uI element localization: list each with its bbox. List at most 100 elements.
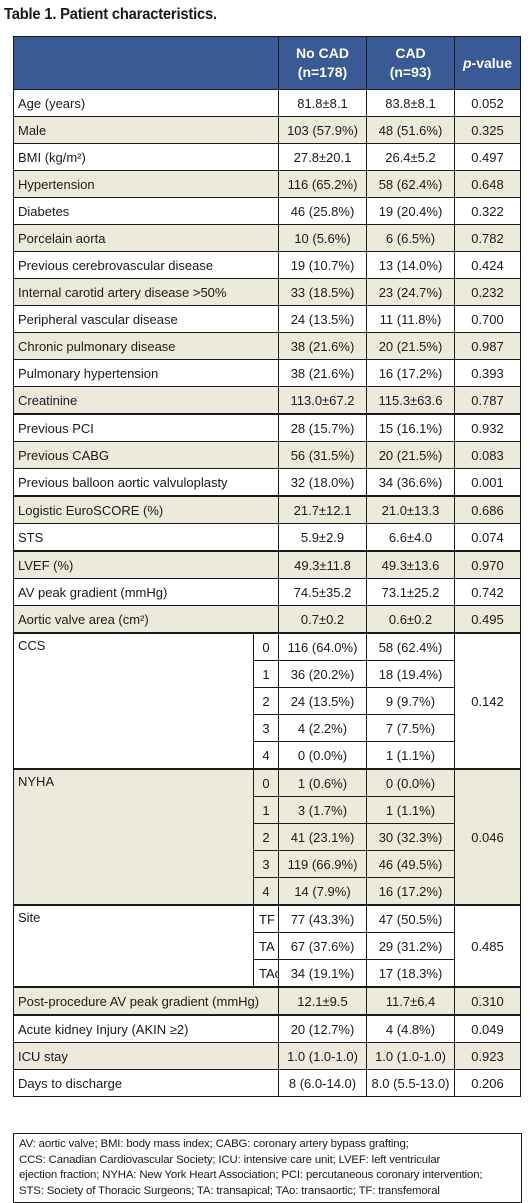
- table-row: Days to discharge 8 (6.0-14.0) 8.0 (5.5-13…: [13, 1069, 521, 1097]
- cad-value: 115.3±63.6: [366, 386, 455, 415]
- subgroup-key: 0: [253, 632, 279, 661]
- row-label: Previous PCI: [13, 413, 279, 442]
- no-cad-value: 27.8±20.1: [278, 143, 367, 171]
- table-row: Hypertension 116 (65.2%) 58 (62.4%) 0.648: [13, 170, 521, 198]
- header-no-cad: No CAD (n=178): [278, 36, 367, 90]
- row-label: Pulmonary hypertension: [13, 359, 279, 387]
- cad-value: 29 (31.2%): [366, 932, 455, 960]
- table-row: Diabetes 46 (25.8%) 19 (20.4%) 0.322: [13, 197, 521, 225]
- cad-value: 18 (19.4%): [366, 660, 455, 688]
- no-cad-value: 116 (64.0%): [278, 632, 367, 661]
- header-no-cad-label: No CAD: [296, 45, 349, 61]
- no-cad-value: 49.3±11.8: [278, 550, 367, 579]
- row-label: AV peak gradient (mmHg): [13, 578, 279, 606]
- cad-value: 1 (1.1%): [366, 796, 455, 824]
- table-row: Age (years) 81.8±8.1 83.8±8.1 0.052: [13, 89, 521, 117]
- no-cad-value: 5.9±2.9: [278, 523, 367, 552]
- no-cad-value: 113.0±67.2: [278, 386, 367, 415]
- table-row: 1 36 (20.2%) 18 (19.4%): [14, 660, 521, 688]
- no-cad-value: 3 (1.7%): [278, 796, 367, 824]
- no-cad-value: 33 (18.5%): [278, 278, 367, 306]
- p-value: 0.393: [454, 359, 521, 387]
- no-cad-value: 119 (66.9%): [278, 850, 367, 878]
- row-label: Chronic pulmonary disease: [13, 332, 279, 360]
- p-value: 0.074: [454, 523, 521, 552]
- table-row: Creatinine 113.0±67.2 115.3±63.6 0.787: [13, 386, 521, 415]
- table-row: Pulmonary hypertension 38 (21.6%) 16 (17.2…: [13, 359, 521, 387]
- p-value: 0.424: [454, 251, 521, 279]
- cad-value: 21.0±13.3: [366, 495, 455, 524]
- table-row: Peripheral vascular disease 24 (13.5%) 11 …: [13, 305, 521, 333]
- p-value: 0.325: [454, 116, 521, 144]
- p-value: 0.322: [454, 197, 521, 225]
- table-title: Table 1. Patient characteristics.: [4, 6, 217, 23]
- p-value: 0.987: [454, 332, 521, 360]
- row-label: Previous balloon aortic valvuloplasty: [13, 468, 279, 497]
- row-label: Previous CABG: [13, 441, 279, 469]
- table-row: TA 67 (37.6%) 29 (31.2%): [14, 932, 521, 960]
- p-value: 0.970: [454, 550, 521, 579]
- table-row: 2 24 (13.5%) 9 (9.7%): [14, 687, 521, 715]
- row-label: Aortic valve area (cm²): [13, 605, 279, 634]
- subgroup-key: 2: [253, 687, 279, 715]
- cad-value: 23 (24.7%): [366, 278, 455, 306]
- table-row: Acute kidney Injury (AKIN ≥2) 20 (12.7%) 4…: [13, 1014, 521, 1043]
- row-label: Acute kidney Injury (AKIN ≥2): [13, 1014, 279, 1043]
- table-row: 2 41 (23.1%) 30 (32.3%): [14, 823, 521, 851]
- cad-value: 34 (36.6%): [366, 468, 455, 497]
- table-row: NYHA 0 1 (0.6%) 0 (0.0%) 0.046: [13, 768, 521, 906]
- p-value: 0.686: [454, 495, 521, 524]
- header-cad: CAD (n=93): [366, 36, 455, 90]
- cad-value: 11.7±6.4: [366, 986, 455, 1016]
- table-row: BMI (kg/m²) 27.8±20.1 26.4±5.2 0.497: [13, 143, 521, 171]
- group-label: Site: [13, 904, 254, 988]
- header-blank-cell: [13, 36, 279, 90]
- no-cad-value: 36 (20.2%): [278, 660, 367, 688]
- row-label: Porcelain aorta: [13, 224, 279, 252]
- cad-value: 30 (32.3%): [366, 823, 455, 851]
- header-p-italic: p: [462, 54, 472, 71]
- cad-value: 1.0 (1.0-1.0): [366, 1042, 455, 1070]
- no-cad-value: 24 (13.5%): [278, 305, 367, 333]
- p-value: 0.046: [454, 768, 521, 906]
- row-label: Logistic EuroSCORE (%): [13, 495, 279, 524]
- table-row: STS 5.9±2.9 6.6±4.0 0.074: [13, 523, 521, 552]
- cad-value: 8.0 (5.5-13.0): [366, 1069, 455, 1097]
- subgroup-key: 2: [253, 823, 279, 851]
- cad-value: 48 (51.6%): [366, 116, 455, 144]
- cad-value: 73.1±25.2: [366, 578, 455, 606]
- table-row: Male 103 (57.9%) 48 (51.6%) 0.325: [13, 116, 521, 144]
- footnote-line: STS: Society of Thoracic Surgeons; TA: t…: [19, 1184, 440, 1197]
- no-cad-value: 0 (0.0%): [278, 741, 367, 770]
- subgroup-key: TA: [253, 932, 279, 960]
- no-cad-value: 8 (6.0-14.0): [278, 1069, 367, 1097]
- table-row: Chronic pulmonary disease 38 (21.6%) 20 (2…: [13, 332, 521, 360]
- subgroup-key: 3: [253, 714, 279, 742]
- subgroup-key: 1: [253, 796, 279, 824]
- p-value: 0.495: [454, 605, 521, 634]
- p-value: 0.923: [454, 1042, 521, 1070]
- subgroup-key: 4: [253, 877, 279, 906]
- table-row: 3 119 (66.9%) 46 (49.5%): [14, 850, 521, 878]
- no-cad-value: 14 (7.9%): [278, 877, 367, 906]
- p-value: 0.206: [454, 1069, 521, 1097]
- no-cad-value: 74.5±35.2: [278, 578, 367, 606]
- no-cad-value: 1.0 (1.0-1.0): [278, 1042, 367, 1070]
- table-row: Previous cerebrovascular disease 19 (10.7…: [13, 251, 521, 279]
- no-cad-value: 67 (37.6%): [278, 932, 367, 960]
- p-value: 0.742: [454, 578, 521, 606]
- no-cad-value: 21.7±12.1: [278, 495, 367, 524]
- row-label: Diabetes: [13, 197, 279, 225]
- p-value: 0.049: [454, 1014, 521, 1043]
- p-value: 0.001: [454, 468, 521, 497]
- footnote-line: CCS: Canadian Cardiovascular Society; IC…: [19, 1153, 441, 1166]
- table-row: Post-procedure AV peak gradient (mmHg) 12…: [13, 986, 521, 1016]
- p-value: 0.932: [454, 413, 521, 442]
- subgroup-key: 1: [253, 660, 279, 688]
- row-label: Days to discharge: [13, 1069, 279, 1097]
- table-row: Previous PCI 28 (15.7%) 15 (16.1%) 0.932: [13, 413, 521, 442]
- p-value: 0.083: [454, 441, 521, 469]
- cad-value: 15 (16.1%): [366, 413, 455, 442]
